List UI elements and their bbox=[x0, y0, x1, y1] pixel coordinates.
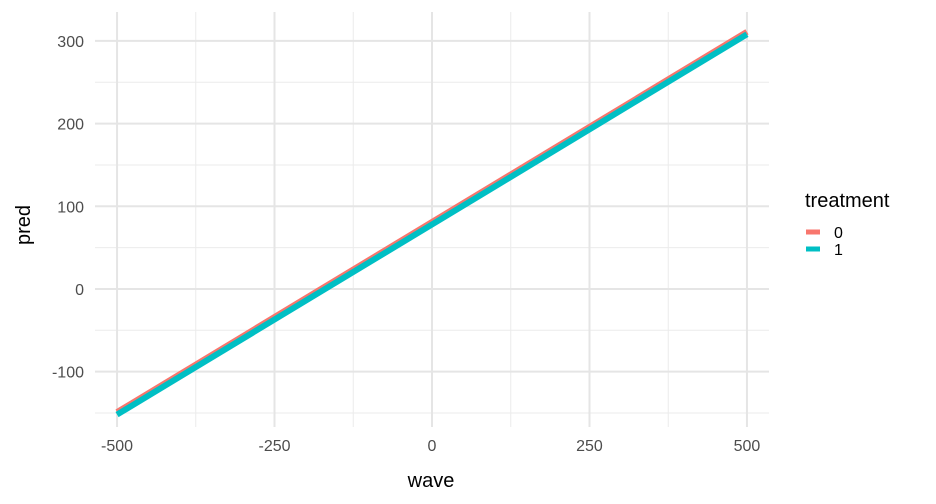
y-tick-labels: -100 0 100 200 300 bbox=[52, 34, 84, 382]
legend-label-0: 0 bbox=[834, 225, 843, 242]
y-axis-title: pred bbox=[13, 205, 35, 245]
legend-key-1 bbox=[806, 246, 820, 252]
x-tick-label: 500 bbox=[734, 438, 761, 455]
y-tick-label: 200 bbox=[57, 117, 84, 134]
legend-title: treatment bbox=[805, 190, 890, 212]
legend: treatment 01 bbox=[805, 190, 890, 259]
series-layer bbox=[115, 29, 749, 418]
legend-key-0 bbox=[806, 229, 820, 235]
x-tick-label: 0 bbox=[428, 438, 437, 455]
y-tick-label: 100 bbox=[57, 199, 84, 216]
x-tick-label: -500 bbox=[101, 438, 133, 455]
y-tick-label: 300 bbox=[57, 34, 84, 51]
series-line-1 bbox=[115, 31, 749, 418]
legend-items: 01 bbox=[806, 225, 843, 259]
legend-label-1: 1 bbox=[834, 242, 843, 259]
x-tick-label: 250 bbox=[576, 438, 603, 455]
x-tick-label: -250 bbox=[259, 438, 291, 455]
y-tick-label: 0 bbox=[75, 282, 84, 299]
y-tick-label: -100 bbox=[52, 365, 84, 382]
x-axis-title: wave bbox=[407, 470, 455, 492]
x-tick-labels: -500 -250 0 250 500 bbox=[101, 438, 760, 455]
major-gridlines bbox=[95, 12, 769, 427]
